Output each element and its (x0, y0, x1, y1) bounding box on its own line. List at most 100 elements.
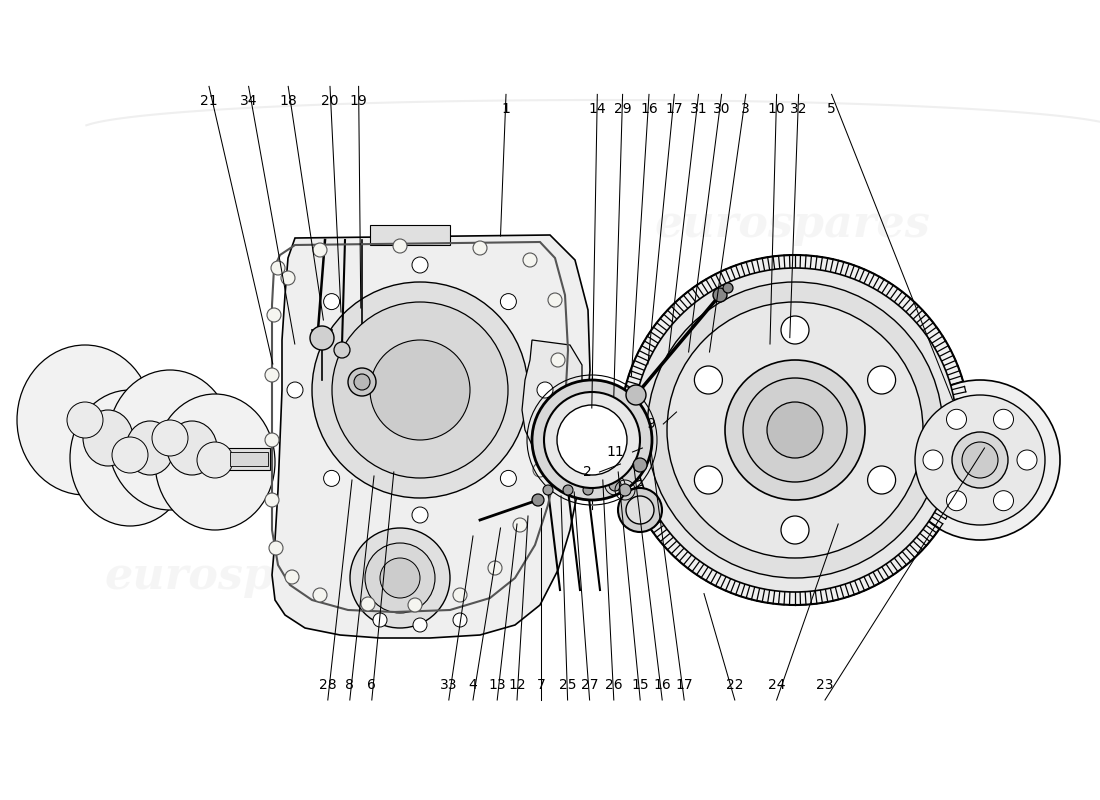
Circle shape (868, 366, 895, 394)
Circle shape (915, 395, 1045, 525)
Polygon shape (522, 340, 582, 448)
Circle shape (412, 618, 427, 632)
Text: 21: 21 (200, 94, 218, 108)
Circle shape (112, 437, 148, 473)
Circle shape (361, 597, 375, 611)
Text: 16: 16 (640, 102, 658, 116)
Text: 32: 32 (790, 102, 807, 116)
Text: 4: 4 (469, 678, 477, 692)
Text: 13: 13 (488, 678, 506, 692)
Circle shape (694, 366, 723, 394)
Circle shape (620, 255, 970, 605)
Circle shape (900, 380, 1060, 540)
Circle shape (626, 496, 654, 524)
Circle shape (962, 442, 998, 478)
Circle shape (993, 490, 1013, 510)
Circle shape (267, 308, 280, 322)
Circle shape (532, 380, 652, 500)
Circle shape (285, 570, 299, 584)
Circle shape (348, 368, 376, 396)
Bar (370, 225, 450, 245)
Text: 11: 11 (607, 445, 625, 459)
Circle shape (473, 241, 487, 255)
Circle shape (767, 402, 823, 458)
Circle shape (522, 253, 537, 267)
Circle shape (379, 558, 420, 598)
Circle shape (781, 516, 808, 544)
Ellipse shape (155, 394, 275, 530)
Circle shape (993, 410, 1013, 430)
Circle shape (271, 261, 285, 275)
Text: 17: 17 (675, 678, 693, 692)
Bar (226, 448, 270, 470)
Circle shape (1018, 450, 1037, 470)
Circle shape (488, 561, 502, 575)
Circle shape (354, 374, 370, 390)
Text: 8: 8 (345, 678, 354, 692)
Circle shape (280, 271, 295, 285)
Circle shape (314, 588, 327, 602)
Text: 29: 29 (614, 102, 631, 116)
Text: 25: 25 (559, 678, 576, 692)
Circle shape (742, 378, 847, 482)
Circle shape (453, 588, 468, 602)
Circle shape (557, 405, 627, 475)
Circle shape (548, 293, 562, 307)
Circle shape (453, 613, 468, 627)
Circle shape (725, 360, 865, 500)
Text: 27: 27 (581, 678, 598, 692)
Circle shape (609, 479, 622, 491)
Polygon shape (272, 235, 590, 638)
Text: 20: 20 (321, 94, 339, 108)
Circle shape (618, 488, 662, 532)
Text: 1: 1 (502, 102, 510, 116)
Circle shape (265, 368, 279, 382)
Text: 30: 30 (713, 102, 730, 116)
Text: 26: 26 (605, 678, 623, 692)
Circle shape (626, 385, 646, 405)
Circle shape (532, 494, 544, 506)
Circle shape (350, 528, 450, 628)
Circle shape (513, 518, 527, 532)
Text: 17: 17 (666, 102, 683, 116)
Circle shape (197, 442, 233, 478)
Text: 15: 15 (631, 678, 649, 692)
Text: eurospares: eurospares (104, 554, 379, 598)
Circle shape (946, 490, 967, 510)
Circle shape (868, 466, 895, 494)
Circle shape (723, 283, 733, 293)
Circle shape (632, 268, 957, 592)
Circle shape (923, 450, 943, 470)
Text: 3: 3 (741, 102, 750, 116)
Circle shape (952, 432, 1008, 488)
Text: 5: 5 (827, 102, 836, 116)
Circle shape (694, 466, 723, 494)
Circle shape (412, 257, 428, 273)
Circle shape (667, 302, 923, 558)
Text: 7: 7 (537, 678, 546, 692)
Text: 28: 28 (319, 678, 337, 692)
Ellipse shape (70, 390, 190, 526)
Circle shape (314, 243, 327, 257)
Circle shape (408, 598, 422, 612)
Ellipse shape (126, 421, 174, 475)
Circle shape (332, 302, 508, 478)
Text: 22: 22 (726, 678, 744, 692)
Circle shape (781, 316, 808, 344)
Circle shape (946, 410, 967, 430)
Text: 6: 6 (367, 678, 376, 692)
Circle shape (500, 294, 516, 310)
Text: eurospares: eurospares (654, 202, 930, 246)
Ellipse shape (82, 410, 133, 466)
Circle shape (393, 239, 407, 253)
Circle shape (310, 326, 334, 350)
Circle shape (312, 282, 528, 498)
Circle shape (544, 413, 559, 427)
Text: 12: 12 (508, 678, 526, 692)
Circle shape (647, 282, 943, 578)
Circle shape (583, 485, 593, 495)
Circle shape (500, 470, 516, 486)
Ellipse shape (16, 345, 153, 495)
Circle shape (265, 493, 279, 507)
Circle shape (563, 485, 573, 495)
